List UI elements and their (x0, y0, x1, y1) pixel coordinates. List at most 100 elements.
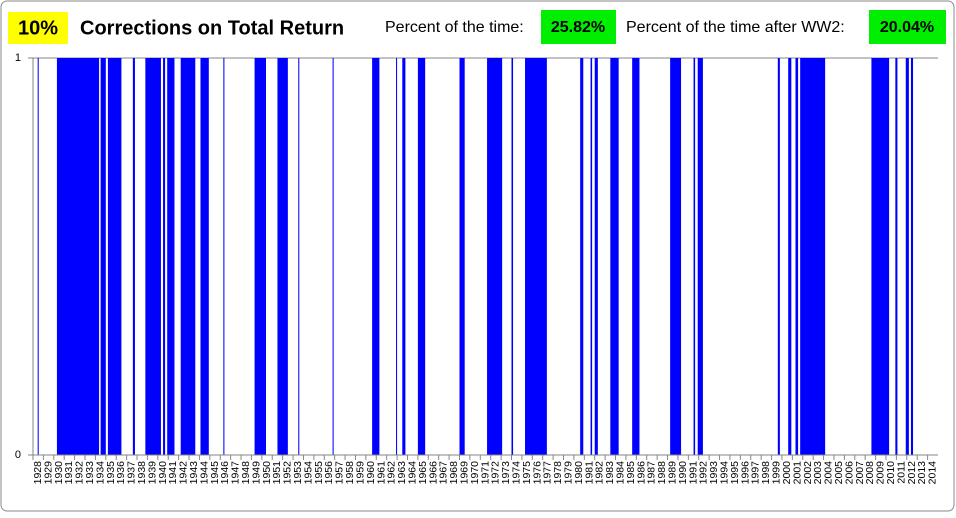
annotation-box (869, 10, 946, 44)
annotation-value: 20.04% (880, 19, 934, 36)
x-tick-label: 1945 (209, 461, 221, 485)
correction-bar (610, 58, 619, 455)
correction-bar (163, 58, 166, 455)
x-tick-label: 1963 (396, 461, 408, 485)
x-tick-label: 2010 (885, 461, 897, 485)
x-tick-label: 1996 (739, 461, 751, 485)
correction-bar (145, 58, 161, 455)
correction-bar (594, 58, 598, 455)
x-tick-label: 1985 (625, 461, 637, 485)
x-tick-label: 1936 (115, 461, 127, 485)
correction-bar (396, 58, 398, 455)
correction-bar (697, 58, 703, 455)
x-tick-label: 1964 (406, 461, 418, 485)
correction-bar (56, 58, 100, 455)
x-tick-label: 1958 (344, 461, 356, 485)
correction-bar (487, 58, 503, 455)
correction-bar (417, 58, 426, 455)
correction-bar (777, 58, 780, 455)
x-tick-label: 1971 (479, 461, 491, 485)
x-tick-label: 1968 (448, 461, 460, 485)
correction-bar (511, 58, 514, 455)
x-tick-label: 1980 (573, 461, 585, 485)
y-tick-label: 1 (15, 52, 21, 64)
x-tick-label: 1947 (230, 461, 242, 485)
x-tick-label: 1974 (510, 461, 522, 485)
x-tick-label: 1949 (250, 461, 262, 485)
x-tick-label: 1938 (136, 461, 148, 485)
x-tick-label: 1956 (323, 461, 335, 485)
correction-bar (298, 58, 300, 455)
x-tick-label: 1975 (521, 461, 533, 485)
x-tick-label: 1932 (74, 461, 86, 485)
correction-bar (580, 58, 584, 455)
x-tick-label: 2003 (812, 461, 824, 485)
x-tick-label: 1960 (365, 461, 377, 485)
correction-bar (795, 58, 799, 455)
x-tick-label: 1948 (240, 461, 252, 485)
correction-bar (788, 58, 792, 455)
x-tick-label: 2007 (854, 461, 866, 485)
correction-bar (107, 58, 122, 455)
x-tick-label: 1977 (542, 461, 554, 485)
x-tick-label: 1972 (490, 461, 502, 485)
x-tick-label: 1989 (667, 461, 679, 485)
correction-bar (100, 58, 106, 455)
correction-bar (180, 58, 196, 455)
correction-bar (910, 58, 914, 455)
x-tick-label: 1939 (146, 461, 158, 485)
x-tick-label: 1929 (42, 461, 54, 485)
correction-bar (277, 58, 288, 455)
annotation-box (541, 10, 616, 44)
annotation-value: 25.82% (551, 19, 605, 36)
correction-bar (525, 58, 547, 455)
x-tick-label: 1966 (427, 461, 439, 485)
x-tick-label: 1992 (698, 461, 710, 485)
correction-bar (167, 58, 175, 455)
x-tick-label: 2012 (906, 461, 918, 485)
x-tick-label: 1950 (261, 461, 273, 485)
y-tick-label: 0 (15, 449, 21, 461)
x-tick-label: 2008 (864, 461, 876, 485)
x-tick-label: 1951 (271, 461, 283, 485)
correction-bar (693, 58, 696, 455)
x-tick-label: 1931 (63, 461, 75, 485)
x-tick-label: 2001 (791, 461, 803, 485)
x-tick-label: 1953 (292, 461, 304, 485)
x-tick-label: 1957 (334, 461, 346, 485)
correction-bar (332, 58, 334, 455)
x-tick-label: 1944 (198, 461, 210, 485)
x-tick-label: 1988 (656, 461, 668, 485)
x-tick-label: 1991 (687, 461, 699, 485)
x-tick-label: 1979 (562, 461, 574, 485)
x-tick-label: 1981 (583, 461, 595, 485)
x-tick-label: 1940 (157, 461, 169, 485)
correction-bar (372, 58, 380, 455)
x-tick-label: 1942 (178, 461, 190, 485)
x-tick-label: 1937 (126, 461, 138, 485)
x-tick-label: 1962 (386, 461, 398, 485)
x-tick-label: 1965 (417, 461, 429, 485)
x-tick-label: 2006 (843, 461, 855, 485)
x-tick-label: 1928 (32, 461, 44, 485)
correction-bar (132, 58, 135, 455)
correction-bar (871, 58, 890, 455)
annotation-text: Percent of the time: (385, 19, 524, 36)
x-tick-label: 1961 (375, 461, 387, 485)
correction-bar (223, 58, 225, 455)
x-tick-label: 1930 (53, 461, 65, 485)
correction-bar (37, 58, 39, 455)
x-tick-label: 1934 (94, 461, 106, 485)
correction-bar (590, 58, 593, 455)
correction-bar (200, 58, 209, 455)
x-tick-label: 1999 (771, 461, 783, 485)
x-tick-label: 2014 (927, 461, 939, 485)
x-tick-label: 1954 (302, 461, 314, 485)
correction-bar (402, 58, 406, 455)
x-tick-label: 1997 (750, 461, 762, 485)
x-tick-label: 1993 (708, 461, 720, 485)
threshold-box (8, 12, 68, 44)
x-tick-label: 1970 (469, 461, 481, 485)
x-tick-label: 2009 (875, 461, 887, 485)
x-tick-label: 1933 (84, 461, 96, 485)
